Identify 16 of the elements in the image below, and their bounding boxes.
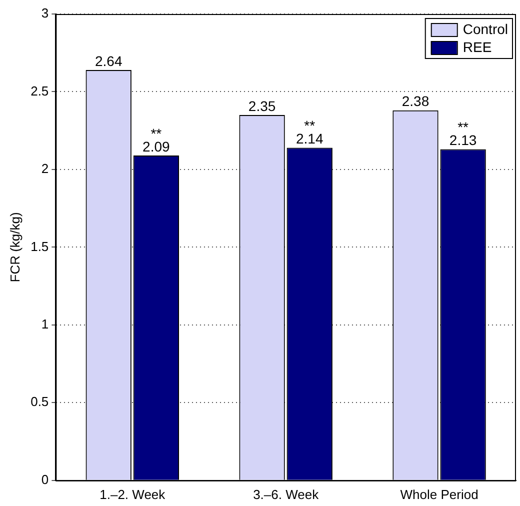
y-tick-label: 1.5 [30,238,49,254]
y-tick-label: 0.5 [30,394,49,410]
y-tick-label: 3 [41,6,49,21]
y-axis-title: FCR (kg/kg) [7,212,22,282]
legend-label: Control [462,20,508,37]
data-label: 2.35 [248,98,276,114]
legend-label: REE [462,38,492,55]
x-tick-label: 1.–2. Week [100,486,166,502]
y-tick-label: 1 [41,316,49,332]
y-tick-label: 2.5 [30,83,49,98]
x-tick-label: 3.–6. Week [253,486,320,502]
data-label: 2.64 [94,52,122,69]
y-tick-label: 0 [41,472,49,487]
y-tick-label: 2 [41,161,49,176]
data-label: 2.38 [402,93,430,110]
x-tick-label: Whole Period [400,486,478,502]
